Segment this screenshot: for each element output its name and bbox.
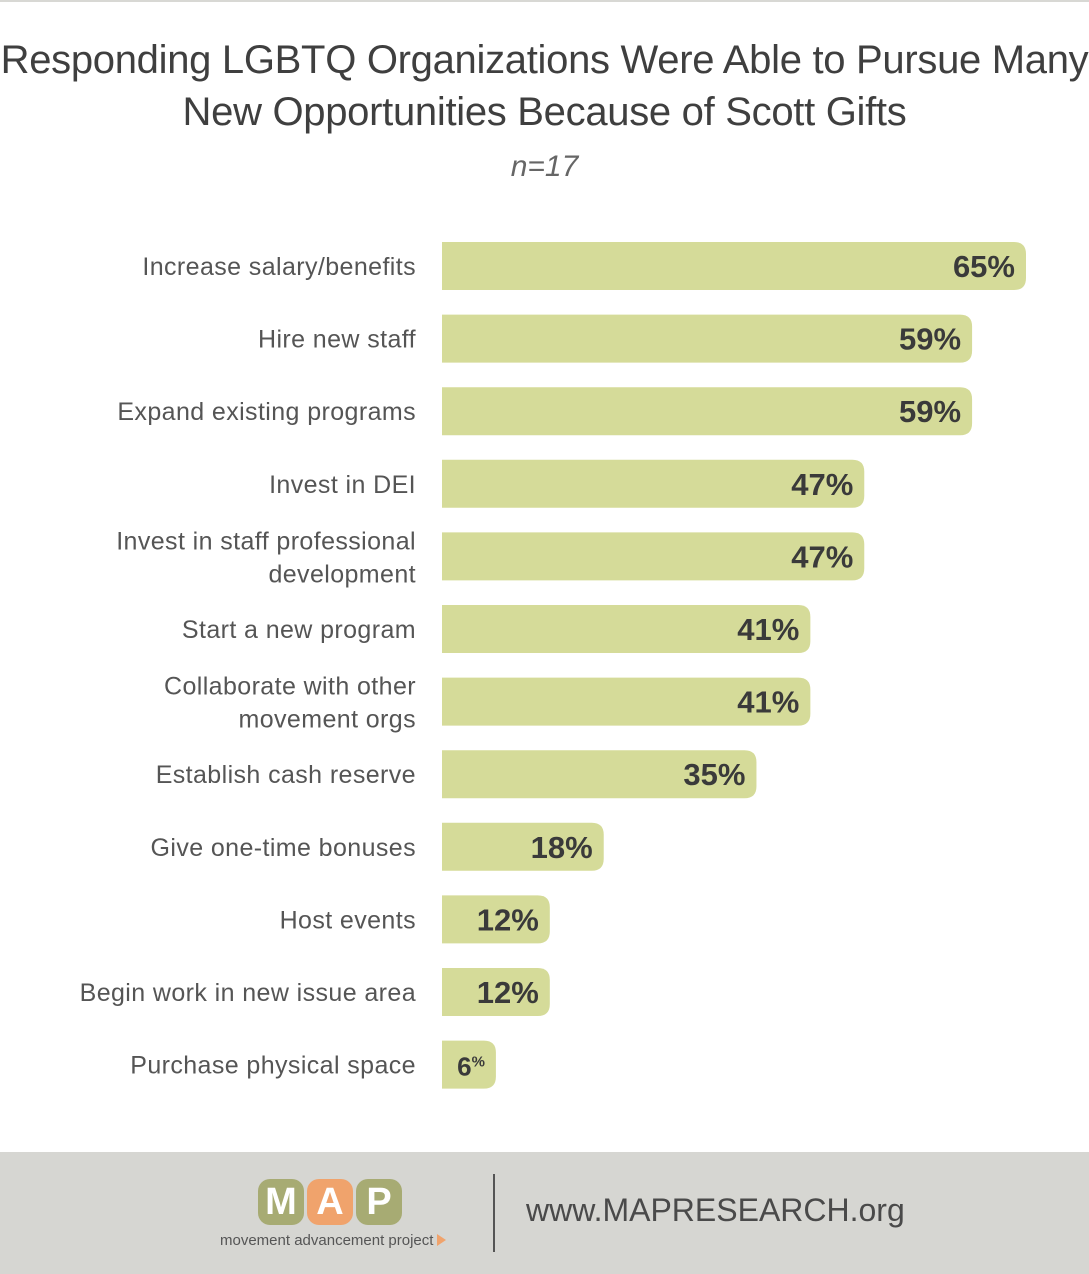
- chart-subtitle: n=17: [510, 150, 579, 183]
- data-label: 6%: [457, 1052, 485, 1082]
- data-label: 47%: [791, 539, 853, 574]
- bar: [442, 895, 550, 944]
- category-label: Invest in DEI: [269, 471, 416, 499]
- chart-title-line-2: New Opportunities Because of Scott Gifts: [182, 90, 907, 134]
- data-label: 59%: [899, 322, 961, 357]
- category-label: Begin work in new issue area: [80, 979, 416, 1007]
- bar: [442, 1040, 496, 1089]
- bar-chart: 65% Increase salary/benefits 59% Hire new s…: [80, 242, 1026, 1089]
- bar: [442, 387, 973, 436]
- data-label: 59%: [899, 394, 961, 429]
- category-label: Give one-time bonuses: [151, 834, 416, 862]
- logo-letter-a: A: [307, 1179, 353, 1225]
- category-label: Collaborate with other: [164, 673, 416, 701]
- category-label: Expand existing programs: [117, 398, 416, 426]
- bar: [442, 532, 865, 581]
- data-label: 35%: [683, 757, 745, 792]
- logo-letter-m: M: [258, 1179, 304, 1225]
- category-label: movement orgs: [239, 706, 417, 734]
- data-label: 12%: [477, 902, 539, 937]
- bar: [442, 605, 811, 653]
- category-label: Increase salary/benefits: [142, 253, 416, 281]
- play-arrow-icon: [437, 1234, 447, 1246]
- bar: [442, 968, 550, 1016]
- bar: [442, 459, 865, 508]
- category-label: Host events: [280, 906, 416, 934]
- logo-tagline-text: movement advancement project: [220, 1232, 434, 1249]
- bar: [442, 822, 604, 871]
- chart-title-line-1: Responding LGBTQ Organizations Were Able…: [0, 38, 1089, 82]
- category-label: Start a new program: [182, 616, 416, 644]
- category-label: development: [268, 560, 416, 588]
- data-label: 41%: [737, 685, 799, 720]
- logo-letter-p: P: [356, 1179, 402, 1225]
- data-label: 12%: [477, 975, 539, 1010]
- top-rule: [0, 0, 1089, 2]
- category-label: Establish cash reserve: [156, 761, 416, 789]
- footer: M A P movement advancement project www.M…: [0, 1152, 1089, 1274]
- category-label: Purchase physical space: [130, 1052, 416, 1080]
- category-label: Hire new staff: [258, 326, 416, 354]
- chart-title: Responding LGBTQ Organizations Were Able…: [0, 34, 1089, 138]
- data-label: 41%: [737, 612, 799, 647]
- data-label: 65%: [953, 249, 1015, 284]
- logo-tagline: movement advancement project: [220, 1232, 447, 1249]
- footer-divider: [493, 1174, 495, 1252]
- data-label: 47%: [791, 467, 853, 502]
- bar: [442, 314, 973, 363]
- bar: [442, 677, 811, 726]
- data-label: 18%: [531, 830, 593, 865]
- bar: [442, 750, 757, 799]
- bar: [442, 242, 1026, 290]
- footer-url-link[interactable]: www.MAPRESEARCH.org: [526, 1192, 905, 1228]
- category-label: Invest in staff professional: [116, 527, 416, 555]
